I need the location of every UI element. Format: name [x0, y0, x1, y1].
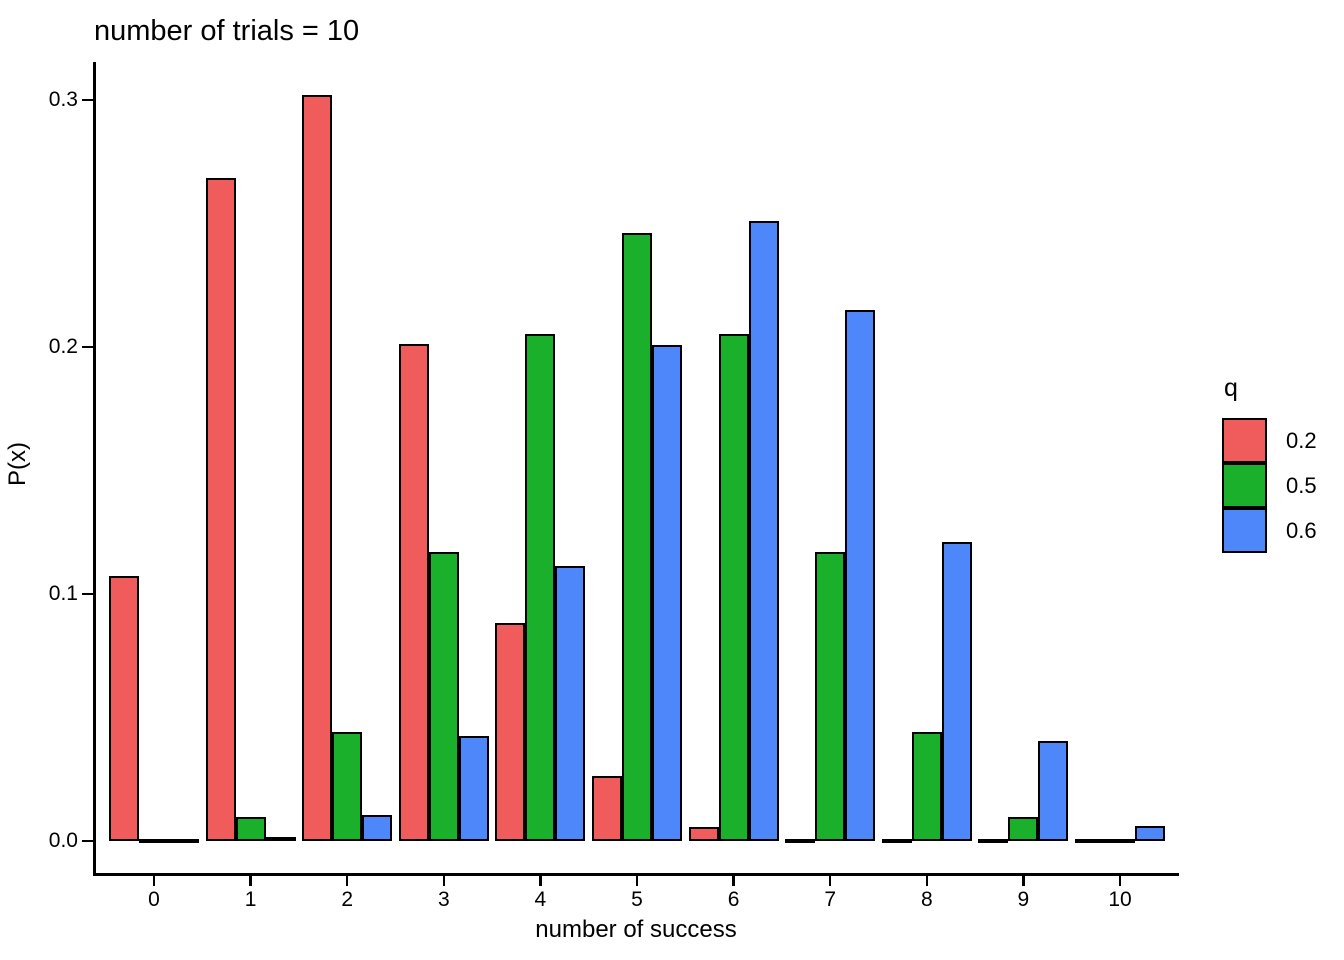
bar-x9-q0.6 [1038, 741, 1069, 841]
bar-x0-q0.5 [139, 838, 169, 843]
legend-entry-0.2: 0.2 [1222, 418, 1344, 463]
x-tick-mark-0 [152, 875, 156, 886]
x-tick-mark-7 [828, 875, 832, 886]
legend-title: q [1224, 374, 1238, 402]
bar-x8-q0.2 [881, 838, 912, 843]
legend-key-0.5 [1222, 463, 1267, 508]
bar-x6-q0.2 [688, 827, 719, 841]
bar-x0-q0.6 [169, 838, 199, 843]
x-tick-label-5: 5 [631, 888, 643, 911]
x-axis-line [93, 873, 1179, 876]
bar-x2-q0.6 [362, 814, 393, 841]
chart-title: number of trials = 10 [94, 15, 360, 47]
x-tick-mark-3 [442, 875, 446, 886]
x-tick-label-10: 10 [1108, 888, 1132, 911]
x-tick-label-7: 7 [824, 888, 837, 911]
bar-x6-q0.5 [718, 334, 749, 841]
bar-x4-q0.5 [525, 334, 556, 841]
legend-label-0.5: 0.5 [1286, 473, 1317, 498]
y-axis-line [93, 62, 96, 875]
legend-entry-0.5: 0.5 [1222, 463, 1344, 508]
x-tick-label-1: 1 [244, 888, 257, 911]
x-tick-label-3: 3 [437, 888, 450, 911]
bar-x10-q0.6 [1135, 826, 1165, 841]
bar-x3-q0.6 [458, 736, 489, 841]
x-tick-label-6: 6 [727, 888, 740, 911]
y-tick-label-0.2: 0.2 [48, 335, 78, 358]
bar-x8-q0.6 [941, 542, 972, 841]
y-axis-title: P(x) [4, 442, 31, 486]
legend-label-0.2: 0.2 [1286, 428, 1317, 453]
y-tick-label-0.1: 0.1 [48, 582, 78, 605]
bar-x5-q0.2 [592, 775, 622, 841]
x-tick-mark-2 [345, 875, 349, 886]
bar-x3-q0.2 [398, 343, 429, 841]
bar-x2-q0.5 [332, 732, 363, 841]
bar-x4-q0.2 [495, 623, 526, 841]
x-tick-label-4: 4 [534, 888, 547, 911]
x-tick-label-0: 0 [148, 888, 160, 911]
bar-x5-q0.5 [622, 233, 652, 841]
x-tick-mark-5 [635, 875, 639, 886]
y-tick-mark-0.0 [82, 839, 93, 843]
bar-x8-q0.5 [911, 732, 942, 841]
legend-label-0.6: 0.6 [1286, 518, 1317, 543]
x-tick-label-2: 2 [341, 888, 354, 911]
bar-x7-q0.5 [815, 551, 846, 841]
bar-x7-q0.2 [785, 838, 816, 843]
bar-x4-q0.6 [555, 565, 586, 841]
x-tick-mark-4 [539, 875, 542, 886]
bar-x9-q0.5 [1008, 816, 1039, 841]
legend-key-0.2 [1222, 418, 1267, 463]
bar-x3-q0.5 [428, 551, 459, 841]
x-tick-label-9: 9 [1017, 888, 1030, 911]
x-tick-mark-9 [1022, 875, 1025, 886]
y-tick-mark-0.2 [82, 345, 93, 349]
x-axis-title: number of success [535, 916, 737, 943]
bar-x7-q0.6 [845, 309, 876, 841]
y-tick-label-0.3: 0.3 [48, 88, 78, 111]
bar-x10-q0.2 [1075, 838, 1105, 843]
y-tick-mark-0.3 [82, 98, 93, 102]
legend-keys: 0.2 0.5 0.6 [1222, 418, 1344, 553]
x-tick-mark-8 [925, 875, 929, 886]
bar-x9-q0.2 [978, 838, 1009, 843]
x-tick-mark-1 [249, 875, 252, 886]
bar-x0-q0.2 [109, 575, 139, 841]
bar-x2-q0.2 [302, 95, 333, 841]
legend-entry-0.6: 0.6 [1222, 508, 1344, 553]
bar-x6-q0.6 [748, 221, 779, 841]
x-tick-mark-6 [732, 875, 735, 886]
x-tick-mark-10 [1118, 875, 1122, 886]
bar-x1-q0.2 [205, 177, 236, 841]
y-tick-label-0.0: 0.0 [48, 829, 78, 852]
bar-x5-q0.6 [652, 345, 682, 841]
x-tick-label-8: 8 [920, 888, 933, 911]
bar-x1-q0.6 [265, 837, 296, 842]
legend-key-0.6 [1222, 508, 1267, 553]
bar-x1-q0.5 [235, 816, 266, 841]
y-tick-mark-0.1 [82, 592, 93, 596]
bar-x10-q0.5 [1105, 838, 1135, 843]
